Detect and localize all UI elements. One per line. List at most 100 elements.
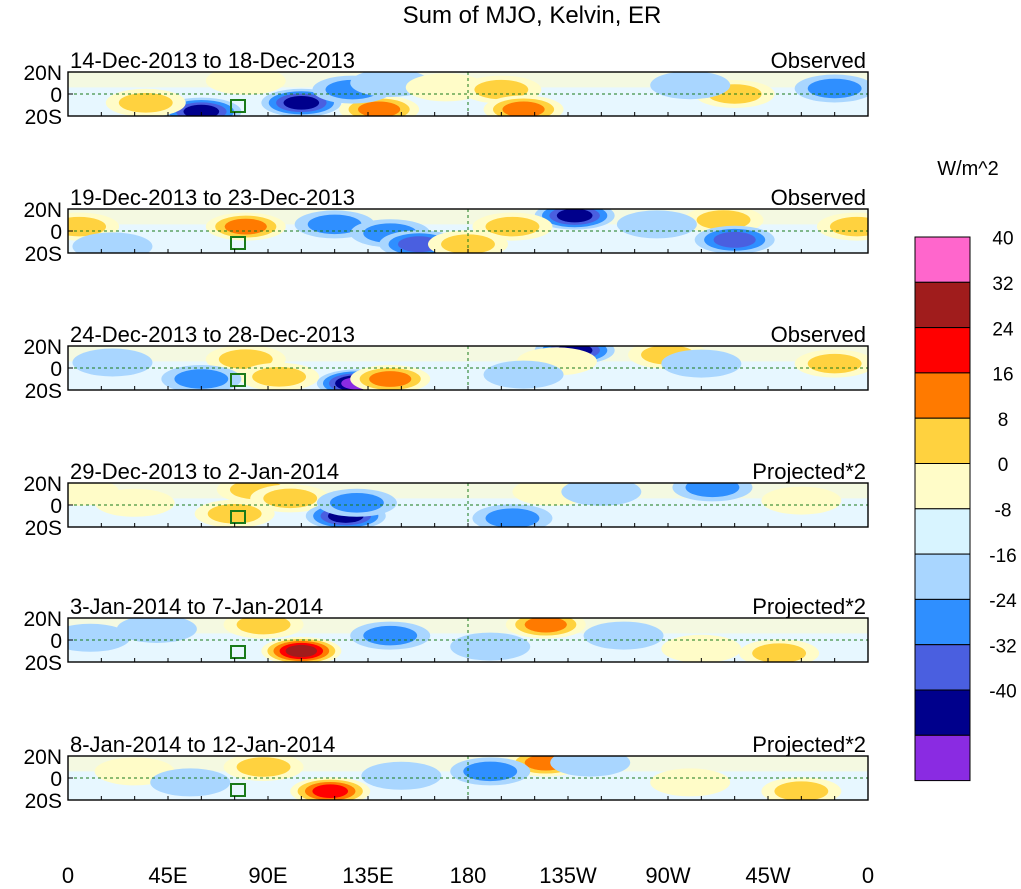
- colorbar-tick-label: 40: [992, 229, 1013, 250]
- anomaly-contour: [485, 508, 540, 527]
- x-tick-label: 0: [62, 863, 74, 888]
- y-tick-label: 20S: [25, 243, 62, 266]
- anomaly-contour: [329, 493, 384, 513]
- colorbar-swatch: [914, 734, 971, 782]
- colorbar-tick-label: 32: [992, 274, 1013, 295]
- x-tick-label: 45W: [745, 863, 790, 888]
- colorbar-tick-label: 24: [992, 319, 1014, 340]
- x-tick-label: 90W: [645, 863, 690, 888]
- anomaly-contour: [807, 78, 862, 99]
- panel-period: 3-Jan-2014 to 7-Jan-2014: [70, 594, 323, 619]
- anomaly-contour: [450, 632, 531, 661]
- y-tick-label: 0: [50, 768, 62, 791]
- y-tick-label: 20N: [23, 608, 62, 631]
- colorbar-swatch: [914, 644, 971, 691]
- panel-label: Observed: [771, 48, 866, 73]
- colorbar-units: W/m^2: [937, 158, 999, 180]
- panel-label: Observed: [771, 322, 866, 347]
- y-tick-label: 0: [50, 358, 62, 381]
- anomaly-field: [68, 346, 868, 390]
- anomaly-contour: [307, 214, 362, 235]
- panel-label: Projected*2: [752, 732, 866, 757]
- anomaly-contour: [68, 623, 131, 652]
- colorbar-swatch: [914, 281, 971, 329]
- anomaly-field: [68, 209, 868, 253]
- y-tick-label: 0: [50, 221, 62, 244]
- panel-period: 29-Dec-2013 to 2-Jan-2014: [70, 459, 339, 484]
- panel-period: 8-Jan-2014 to 12-Jan-2014: [70, 732, 335, 757]
- colorbar-swatch: [914, 417, 971, 465]
- anomaly-contour: [68, 216, 107, 237]
- colorbar-swatch: [914, 236, 971, 283]
- anomaly-contour: [561, 483, 642, 506]
- figure-title: Sum of MJO, Kelvin, ER: [403, 2, 662, 29]
- anomaly-contour: [583, 621, 664, 650]
- anomaly-contour: [285, 644, 318, 658]
- anomaly-contour: [502, 101, 545, 116]
- y-tick-label: 20S: [25, 106, 62, 129]
- x-tick-label: 45E: [148, 863, 187, 888]
- anomaly-contour: [650, 72, 731, 100]
- y-tick-label: 0: [50, 84, 62, 107]
- anomaly-contour: [696, 210, 751, 230]
- anomaly-contour: [463, 761, 518, 782]
- x-tick-label: 0: [862, 863, 874, 888]
- anomaly-contour: [72, 348, 153, 377]
- panel-label: Projected*2: [752, 594, 866, 619]
- y-tick-label: 20N: [23, 199, 62, 222]
- anomaly-contour: [485, 216, 540, 237]
- y-tick-label: 20S: [25, 517, 62, 540]
- colorbar-tick-label: -24: [989, 591, 1017, 612]
- anomaly-contour: [252, 367, 307, 387]
- anomaly-contour: [524, 618, 567, 633]
- anomaly-contour: [236, 757, 291, 777]
- colorbar-swatch: [914, 508, 971, 555]
- colorbar: W/m^2 40 32 24 16 8 0 -8 -16 -24 -32 -40: [914, 158, 1017, 782]
- anomaly-contour: [218, 349, 273, 369]
- anomaly-contour: [556, 209, 593, 223]
- y-tick-label: 20S: [25, 790, 62, 813]
- anomaly-contour: [807, 353, 862, 374]
- colorbar-tick-label: -8: [995, 500, 1012, 521]
- anomaly-contour: [118, 93, 173, 113]
- region-box-marker: [230, 510, 246, 524]
- anomaly-contour: [207, 504, 262, 524]
- anomaly-field: [68, 756, 868, 800]
- colorbar-swatch: [914, 689, 971, 736]
- y-tick-label: 20N: [23, 746, 62, 769]
- region-box-marker: [230, 373, 246, 387]
- colorbar-tick-label: 8: [998, 410, 1009, 431]
- anomaly-contour: [550, 756, 631, 777]
- anomaly-contour: [441, 234, 495, 253]
- anomaly-contour: [661, 634, 742, 662]
- colorbar-tick-label: 16: [992, 365, 1013, 386]
- region-box-marker: [230, 645, 246, 659]
- anomaly-contour: [174, 369, 229, 389]
- colorbar-tick-label: -40: [989, 682, 1016, 703]
- anomaly-contour: [752, 643, 807, 662]
- y-tick-label: 20S: [25, 380, 62, 403]
- anomaly-contour: [685, 483, 740, 498]
- anomaly-contour: [829, 216, 868, 237]
- x-tick-label: 135E: [342, 863, 393, 888]
- y-tick-label: 0: [50, 495, 62, 518]
- anomaly-contour: [713, 231, 756, 248]
- anomaly-contour: [116, 618, 197, 643]
- anomaly-contour: [236, 618, 291, 635]
- x-tick-label: 90E: [248, 863, 287, 888]
- anomaly-contour: [263, 488, 318, 509]
- panel-label: Projected*2: [752, 459, 866, 484]
- colorbar-swatch: [914, 553, 971, 600]
- anomaly-contour: [761, 486, 842, 515]
- anomaly-contour: [650, 768, 731, 797]
- colorbar-swatch: [914, 463, 971, 510]
- anomaly-field: [68, 618, 868, 662]
- anomaly-contour: [774, 781, 829, 800]
- colorbar-tick-label: -16: [989, 546, 1016, 567]
- anomaly-contour: [224, 218, 267, 235]
